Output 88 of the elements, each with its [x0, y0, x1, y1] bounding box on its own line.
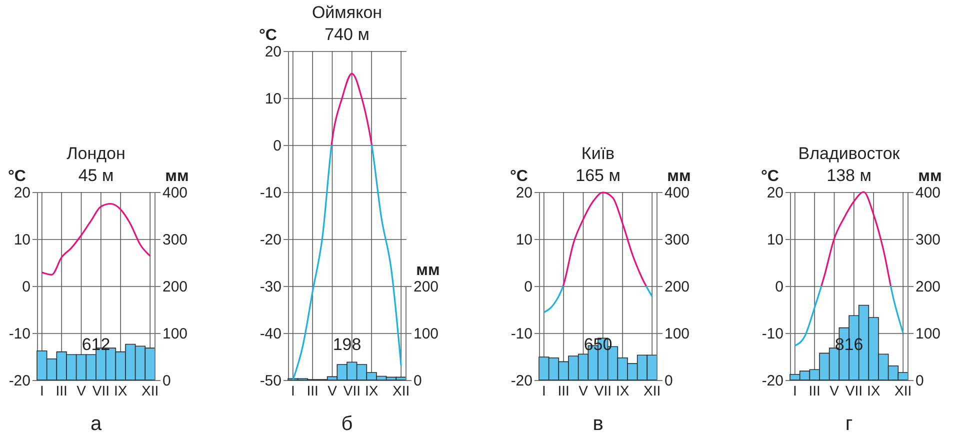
- y-axis-title: °C: [259, 27, 278, 44]
- y2-tick-label: 300: [162, 232, 188, 248]
- x-tick-label: XII: [392, 382, 410, 398]
- chart-subtitle: 45 м: [78, 166, 114, 185]
- x-tick-label: III: [306, 382, 318, 398]
- y-tick-label: 0: [273, 138, 282, 154]
- y-axis-title: °C: [8, 168, 26, 185]
- x-tick-label: VII: [594, 382, 612, 398]
- y-tick-label: 20: [14, 184, 30, 202]
- y-tick-label: 0: [775, 278, 784, 296]
- y-tick-label: -20: [8, 372, 30, 390]
- y-tick-label: 20: [766, 184, 784, 202]
- y-tick-label: -10: [762, 326, 784, 342]
- y-tick-label: -10: [8, 326, 30, 342]
- chart-title: Владивосток: [798, 144, 900, 163]
- x-tick-label: I: [792, 382, 797, 398]
- chart-title: Київ: [581, 144, 615, 163]
- y2-tick-label: 100: [162, 326, 188, 342]
- y-tick-label: -40: [260, 326, 282, 342]
- text: г: [845, 413, 853, 435]
- y-tick-label: -20: [762, 372, 784, 390]
- y2-tick-label: 200: [916, 278, 941, 296]
- y2-tick-label: 0: [916, 372, 924, 390]
- y2-tick-label: 400: [162, 184, 188, 202]
- text: а: [90, 413, 102, 435]
- text: в: [592, 413, 604, 435]
- text: б: [341, 413, 353, 435]
- x-tick-label: V: [578, 382, 589, 398]
- chart-title: Лондон: [66, 144, 126, 163]
- y-tick-label: 0: [22, 278, 30, 296]
- chart-subtitle: 740 м: [324, 25, 370, 44]
- line-series: [543, 192, 653, 314]
- y2-tick-label: 0: [162, 372, 171, 390]
- x-tick-label: I: [40, 382, 44, 398]
- y2-tick-label: 300: [664, 232, 690, 248]
- y-tick-label: 10: [14, 232, 30, 248]
- line-series: [292, 72, 402, 381]
- y2-axis-title: мм: [416, 262, 440, 279]
- y-tick-label: -50: [260, 372, 282, 390]
- y2-tick-label: 200: [162, 278, 188, 296]
- y2-tick-label: 100: [414, 326, 439, 342]
- line-series: [41, 202, 151, 276]
- y-tick-label: 20: [264, 44, 282, 60]
- y-axis-title: °C: [510, 168, 528, 185]
- x-tick-label: V: [328, 382, 338, 398]
- y2-tick-label: 0: [664, 372, 673, 390]
- x-tick-label: III: [808, 382, 820, 398]
- x-tick-label: VII: [92, 382, 110, 398]
- x-tick-label: XII: [644, 382, 661, 398]
- x-tick-label: V: [76, 382, 87, 398]
- y2-tick-label: 100: [916, 326, 941, 342]
- x-tick-label: XII: [142, 382, 159, 398]
- y-tick-label: -30: [260, 278, 282, 296]
- x-tick-label: III: [56, 382, 68, 398]
- y-tick-label: 20: [516, 184, 532, 202]
- chart-subtitle: 138 м: [826, 166, 872, 185]
- y-tick-label: 10: [264, 90, 282, 108]
- y2-tick-label: 400: [916, 184, 941, 202]
- y2-axis-title: мм: [918, 168, 942, 185]
- y2-axis-title: мм: [667, 168, 691, 185]
- y-tick-label: -20: [510, 372, 532, 390]
- x-tick-label: IX: [364, 382, 379, 398]
- y2-tick-label: 300: [916, 232, 941, 248]
- x-tick-label: IX: [114, 382, 128, 398]
- y-axis-title: °C: [761, 168, 780, 185]
- x-tick-label: VII: [343, 382, 360, 398]
- y-tick-label: 10: [766, 232, 784, 248]
- y2-tick-label: 400: [664, 184, 690, 202]
- y-tick-label: 0: [524, 278, 532, 296]
- x-tick-label: V: [830, 382, 840, 398]
- y2-axis-title: мм: [165, 168, 189, 185]
- y2-tick-label: 100: [664, 326, 690, 342]
- y2-tick-label: 0: [414, 372, 422, 390]
- x-tick-label: III: [558, 382, 570, 398]
- y-tick-label: -10: [510, 326, 532, 342]
- x-tick-label: IX: [866, 382, 881, 398]
- y2-tick-label: 200: [664, 278, 690, 296]
- y-tick-label: 10: [516, 232, 532, 248]
- x-tick-label: VII: [845, 382, 862, 398]
- y2-tick-label: 200: [414, 278, 439, 296]
- y-tick-label: -20: [260, 232, 282, 248]
- x-tick-label: IX: [616, 382, 630, 398]
- x-tick-label: XII: [894, 382, 912, 398]
- x-tick-label: I: [542, 382, 546, 398]
- chart-subtitle: 165 м: [576, 166, 620, 185]
- x-tick-label: I: [290, 382, 295, 398]
- chart-title: Оймякон: [312, 3, 382, 22]
- y-tick-label: -10: [260, 184, 282, 202]
